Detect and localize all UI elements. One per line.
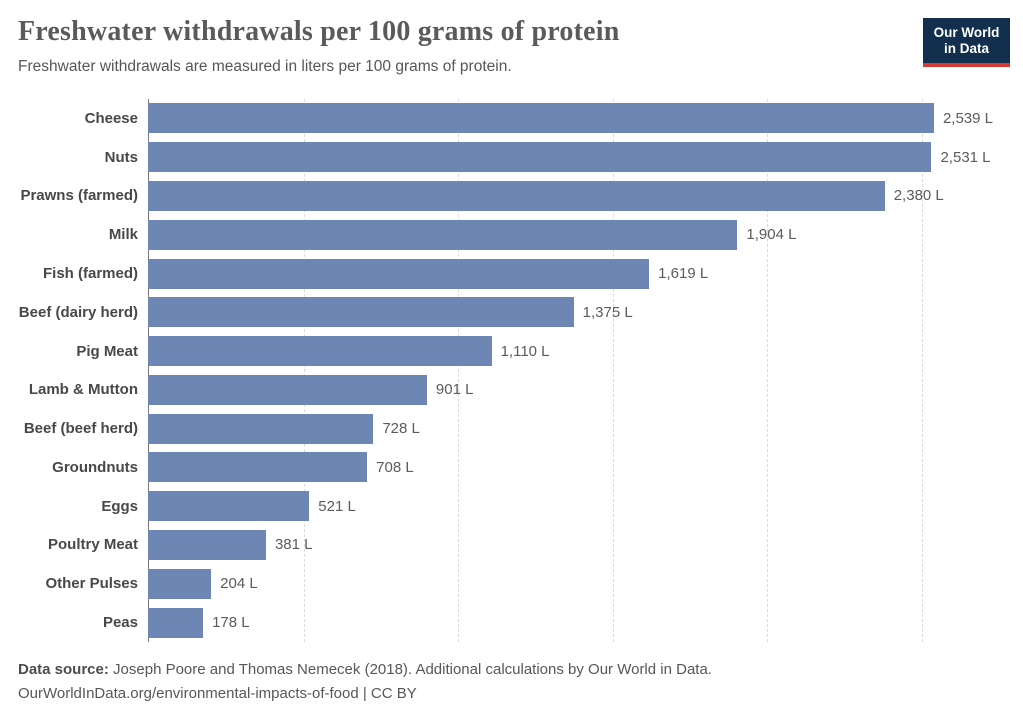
gridline	[303, 99, 305, 642]
bar	[148, 142, 932, 173]
bar	[148, 103, 934, 134]
plot-area: Cheese 2,539 L Nuts 2,531 L Prawns (farm…	[0, 99, 1023, 642]
bar-row: Peas 178 L	[0, 603, 1023, 642]
value-label: 204 L	[220, 575, 258, 593]
data-source-label: Data source:	[18, 661, 109, 678]
bar-cell: 1,110 L	[148, 336, 1007, 367]
value-label: 1,904 L	[746, 226, 797, 244]
bar-cell: 178 L	[148, 607, 1007, 638]
bar-cell: 204 L	[148, 568, 1007, 599]
owid-logo-line1: Our World	[933, 25, 1000, 40]
value-label: 2,539 L	[942, 109, 993, 127]
bar-cell: 2,539 L	[148, 103, 1007, 134]
bar-cell: 381 L	[148, 529, 1007, 560]
chart-title: Freshwater withdrawals per 100 grams of …	[18, 16, 620, 47]
bar-cell: 1,375 L	[148, 297, 1007, 328]
bar-row: Cheese 2,539 L	[0, 99, 1023, 138]
bar-row: Prawns (farmed) 2,380 L	[0, 177, 1023, 216]
bar-row: Milk 1,904 L	[0, 215, 1023, 254]
bar-row: Fish (farmed) 1,619 L	[0, 254, 1023, 293]
bar-rows: Cheese 2,539 L Nuts 2,531 L Prawns (farm…	[0, 99, 1023, 642]
chart-header: Freshwater withdrawals per 100 grams of …	[0, 0, 1023, 99]
value-label: 1,619 L	[658, 265, 709, 283]
bar-row: Beef (beef herd) 728 L	[0, 409, 1023, 448]
chart-subtitle: Freshwater withdrawals are measured in l…	[18, 58, 512, 75]
category-label: Eggs	[101, 497, 138, 515]
data-source-line: Data source: Joseph Poore and Thomas Nem…	[18, 658, 1005, 682]
bar-row: Nuts 2,531 L	[0, 138, 1023, 177]
bar	[148, 413, 374, 444]
category-label: Prawns (farmed)	[20, 187, 138, 205]
bar	[148, 452, 368, 483]
bar	[148, 374, 427, 405]
category-label: Poultry Meat	[47, 536, 138, 554]
chart-footer: Data source: Joseph Poore and Thomas Nem…	[18, 658, 1005, 706]
value-label: 901 L	[435, 381, 474, 399]
bar-cell: 728 L	[148, 413, 1007, 444]
bar-cell: 2,380 L	[148, 180, 1007, 211]
license-line: OurWorldInData.org/environmental-impacts…	[18, 685, 417, 702]
bar	[148, 219, 738, 250]
category-label: Lamb & Mutton	[28, 381, 138, 399]
category-label: Other Pulses	[45, 575, 138, 593]
value-label: 521 L	[318, 497, 356, 515]
value-label: 708 L	[376, 458, 414, 476]
bar-row: Other Pulses 204 L	[0, 564, 1023, 603]
value-label: 178 L	[212, 614, 250, 632]
value-label: 1,110 L	[500, 342, 550, 360]
category-label: Beef (beef herd)	[23, 420, 138, 438]
bar-cell: 2,531 L	[148, 142, 1007, 173]
value-label: 1,375 L	[582, 303, 633, 321]
bar-row: Eggs 521 L	[0, 487, 1023, 526]
gridline	[458, 99, 460, 642]
category-label: Nuts	[104, 148, 138, 166]
bar-row: Poultry Meat 381 L	[0, 526, 1023, 565]
bar-row: Pig Meat 1,110 L	[0, 332, 1023, 371]
gridline	[921, 99, 923, 642]
data-source-text: Joseph Poore and Thomas Nemecek (2018). …	[108, 661, 712, 678]
bar-cell: 1,904 L	[148, 219, 1007, 250]
owid-logo-line2: in Data	[943, 41, 989, 56]
gridline	[612, 99, 614, 642]
category-label: Pig Meat	[76, 342, 138, 360]
bar-row: Lamb & Mutton 901 L	[0, 370, 1023, 409]
bar-row: Groundnuts 708 L	[0, 448, 1023, 487]
bar	[148, 180, 885, 211]
value-label: 2,380 L	[893, 187, 944, 205]
bar	[148, 491, 310, 522]
bar-row: Beef (dairy herd) 1,375 L	[0, 293, 1023, 332]
category-label: Milk	[108, 226, 138, 244]
grid-layer	[148, 99, 1007, 642]
bar	[148, 568, 212, 599]
bar	[148, 336, 492, 367]
owid-logo: Our World in Data	[923, 18, 1010, 67]
bar-cell: 901 L	[148, 374, 1007, 405]
value-label: 728 L	[382, 420, 420, 438]
bar	[148, 258, 650, 289]
category-label: Cheese	[84, 109, 138, 127]
value-label: 381 L	[274, 536, 313, 554]
bar	[148, 297, 574, 328]
bar-cell: 708 L	[148, 452, 1007, 483]
category-label: Groundnuts	[52, 458, 138, 476]
bar	[148, 529, 266, 560]
category-label: Fish (farmed)	[42, 265, 138, 283]
category-label: Peas	[102, 614, 138, 632]
bar	[148, 607, 204, 638]
gridline	[767, 99, 769, 642]
category-label: Beef (dairy herd)	[18, 303, 138, 321]
bar-cell: 521 L	[148, 491, 1007, 522]
value-label: 2,531 L	[940, 148, 991, 166]
bar-cell: 1,619 L	[148, 258, 1007, 289]
